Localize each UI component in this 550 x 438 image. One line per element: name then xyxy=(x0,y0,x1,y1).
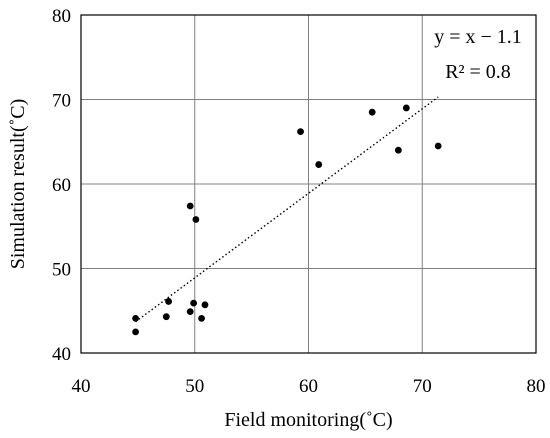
y-tick-label: 60 xyxy=(52,175,71,196)
data-point xyxy=(162,313,170,321)
x-axis-title: Field monitoring(˚C) xyxy=(224,409,392,431)
data-point xyxy=(132,328,140,336)
data-point xyxy=(165,298,172,305)
data-point xyxy=(297,128,304,136)
data-point xyxy=(132,314,140,322)
x-tick-label: 40 xyxy=(72,376,91,397)
trendline-equation: y = x − 1.1 xyxy=(434,26,522,48)
tick-labels: 40 50 60 70 80 40 50 60 70 80 xyxy=(52,6,546,397)
x-tick-label: 70 xyxy=(413,376,432,397)
data-point xyxy=(186,308,194,315)
data-point xyxy=(394,146,402,154)
x-tick-label: 60 xyxy=(299,376,318,397)
data-point xyxy=(190,299,198,307)
y-tick-label: 40 xyxy=(52,344,71,365)
y-tick-label: 50 xyxy=(52,260,71,281)
data-point xyxy=(186,202,194,210)
grid-lines xyxy=(81,15,536,353)
equation-box xyxy=(424,20,532,88)
data-point xyxy=(198,314,205,322)
trend-line xyxy=(135,96,439,323)
r-squared-label: R² = 0.8 xyxy=(445,61,511,83)
plot-area xyxy=(80,14,537,354)
data-points xyxy=(132,104,442,336)
data-point xyxy=(315,161,323,168)
data-point xyxy=(434,142,442,150)
y-tick-label: 80 xyxy=(52,6,71,27)
data-point xyxy=(201,301,209,309)
y-tick-label: 70 xyxy=(52,91,71,112)
data-point xyxy=(402,104,410,112)
x-tick-label: 50 xyxy=(185,376,204,397)
y-axis-title: Simulation result(˚C) xyxy=(7,99,29,270)
x-tick-label: 80 xyxy=(527,376,546,397)
data-point xyxy=(192,216,200,223)
data-point xyxy=(368,108,376,116)
